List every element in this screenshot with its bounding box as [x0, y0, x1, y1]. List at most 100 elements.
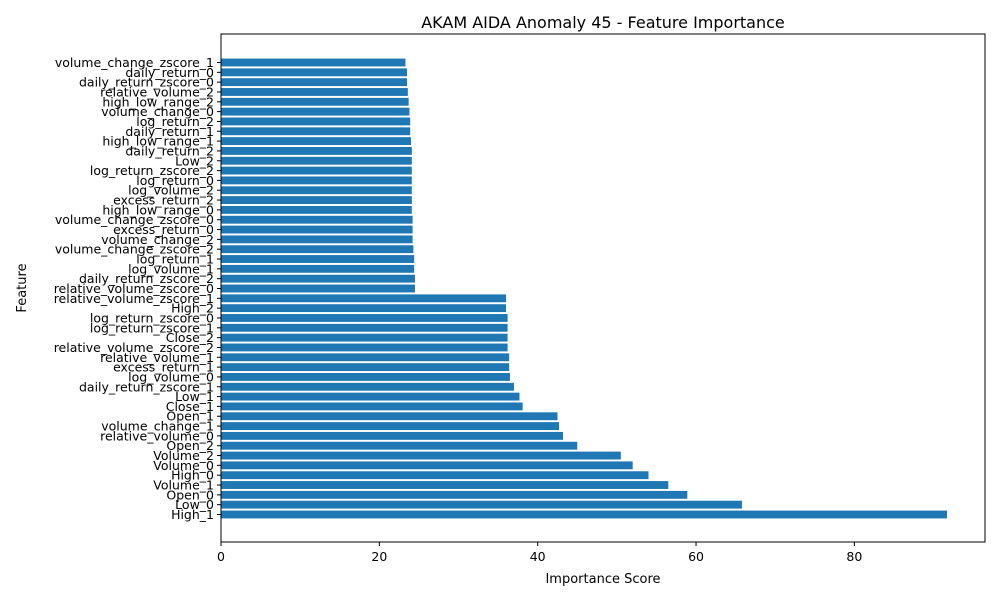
bar-log_return_zscore_0 — [221, 314, 508, 322]
bar-relative_volume_zscore_2 — [221, 343, 508, 352]
bar-daily_return_zscore_0 — [221, 78, 408, 87]
bar-excess_return_0 — [221, 225, 413, 234]
bar-Low_0 — [221, 500, 742, 509]
y-tick-label: Low_0 — [175, 497, 214, 512]
bar-daily_return_1 — [221, 127, 411, 136]
y-tick-label: relative_volume_zscore_2 — [54, 340, 214, 355]
x-tick-label: 0 — [217, 549, 225, 564]
y-tick-label: daily_return_zscore_2 — [79, 271, 214, 286]
bar-log_return_zscore_2 — [221, 166, 412, 175]
bar-Close_1 — [221, 402, 523, 411]
bar-High_1 — [221, 510, 947, 519]
y-tick-label: Open_2 — [166, 438, 214, 453]
bar-log_return_zscore_1 — [221, 323, 508, 332]
y-tick-labels-group: volume_change_zscore_1daily_return_0dail… — [54, 55, 221, 522]
bar-excess_return_2 — [221, 196, 412, 204]
bar-high_low_range_0 — [221, 205, 412, 214]
bar-log_volume_0 — [221, 373, 510, 381]
bar-volume_change_zscore_2 — [221, 245, 414, 254]
bar-volume_change_2 — [221, 235, 413, 244]
bar-Volume_1 — [221, 481, 669, 489]
y-tick-label: relative_volume_0 — [100, 428, 214, 443]
bar-Close_2 — [221, 333, 508, 342]
y-tick-label: Close_1 — [166, 399, 214, 414]
bar-volume_change_0 — [221, 107, 410, 116]
bar-Low_1 — [221, 392, 520, 401]
y-tick-label: volume_change_zscore_1 — [55, 55, 214, 70]
y-tick-label: high_low_range_2 — [102, 94, 214, 109]
bars-group — [221, 58, 947, 519]
bar-volume_change_zscore_1 — [221, 58, 406, 67]
bar-relative_volume_zscore_0 — [221, 284, 415, 293]
x-ticks-group: 0 20 40 60 80 — [217, 542, 862, 564]
y-tick-label: log_volume_2 — [128, 183, 214, 198]
bar-high_low_range_1 — [221, 137, 412, 146]
bar-daily_return_zscore_1 — [221, 382, 514, 391]
bar-relative_volume_2 — [221, 88, 408, 96]
y-tick-label: daily_return_2 — [125, 143, 214, 158]
y-tick-label: log_return_0 — [136, 173, 214, 188]
bar-log_volume_2 — [221, 186, 412, 195]
plot-frame — [220, 33, 986, 543]
x-tick-label: 40 — [530, 549, 546, 564]
bar-relative_volume_zscore_1 — [221, 294, 507, 303]
y-tick-label: volume_change_0 — [101, 104, 214, 119]
y-tick-label: log_volume_0 — [128, 369, 214, 384]
bar-log_return_2 — [221, 117, 411, 126]
bar-daily_return_zscore_2 — [221, 274, 415, 283]
y-tick-label: log_return_1 — [136, 252, 214, 267]
bar-daily_return_0 — [221, 68, 408, 77]
x-tick-label: 20 — [371, 549, 387, 564]
y-tick-label: relative_volume_2 — [100, 84, 214, 99]
y-tick-label: High_2 — [171, 301, 214, 316]
y-tick-label: daily_return_zscore_1 — [79, 379, 214, 394]
bar-high_low_range_2 — [221, 97, 409, 106]
y-tick-label: relative_volume_1 — [100, 350, 214, 365]
y-tick-label: log_return_zscore_1 — [90, 320, 214, 335]
y-tick-label: High_0 — [171, 468, 214, 483]
y-tick-label: volume_change_2 — [101, 232, 214, 247]
y-tick-label: excess_return_1 — [113, 360, 214, 375]
y-tick-label: Volume_2 — [153, 448, 214, 463]
bar-volume_change_zscore_0 — [221, 215, 413, 224]
y-tick-label: daily_return_0 — [125, 65, 214, 80]
y-tick-label: daily_return_zscore_0 — [79, 75, 214, 90]
y-tick-label: Open_1 — [166, 409, 214, 424]
bar-Open_2 — [221, 441, 578, 450]
y-tick-label: volume_change_1 — [101, 419, 214, 434]
bar-High_2 — [221, 304, 507, 313]
y-tick-label: volume_change_zscore_2 — [55, 242, 214, 257]
bar-Volume_2 — [221, 451, 621, 460]
bar-log_return_1 — [221, 255, 415, 263]
y-tick-label: log_return_zscore_0 — [90, 310, 214, 325]
bar-excess_return_1 — [221, 363, 510, 372]
y-tick-label: relative_volume_zscore_0 — [54, 281, 214, 296]
y-tick-label: Close_2 — [166, 330, 214, 345]
bar-log_volume_1 — [221, 264, 415, 273]
chart-title: AKAM AIDA Anomaly 45 - Feature Importanc… — [421, 13, 785, 32]
y-tick-label: High_1 — [171, 507, 214, 522]
bar-Low_2 — [221, 156, 412, 165]
y-tick-label: Low_2 — [175, 153, 214, 168]
y-tick-label: excess_return_0 — [113, 222, 214, 237]
y-tick-label: Volume_0 — [153, 458, 214, 473]
y-tick-label: high_low_range_0 — [102, 202, 214, 217]
bar-relative_volume_0 — [221, 431, 564, 440]
bar-Open_0 — [221, 490, 688, 499]
bar-volume_change_1 — [221, 422, 560, 430]
bar-Open_1 — [221, 412, 558, 421]
bar-daily_return_2 — [221, 147, 412, 155]
y-tick-label: Open_0 — [166, 487, 214, 502]
y-tick-label: daily_return_1 — [125, 124, 214, 139]
y-tick-label: excess_return_2 — [113, 193, 214, 208]
y-tick-label: high_low_range_1 — [102, 134, 214, 149]
x-tick-label: 80 — [846, 549, 862, 564]
y-tick-label: Volume_1 — [153, 478, 214, 493]
y-tick-label: log_volume_1 — [128, 261, 214, 276]
y-axis-label: Feature — [15, 263, 30, 312]
y-tick-label: log_return_zscore_2 — [90, 163, 214, 178]
bar-log_return_0 — [221, 176, 412, 185]
y-tick-label: relative_volume_zscore_1 — [54, 291, 214, 306]
x-axis-label: Importance Score — [545, 572, 660, 587]
